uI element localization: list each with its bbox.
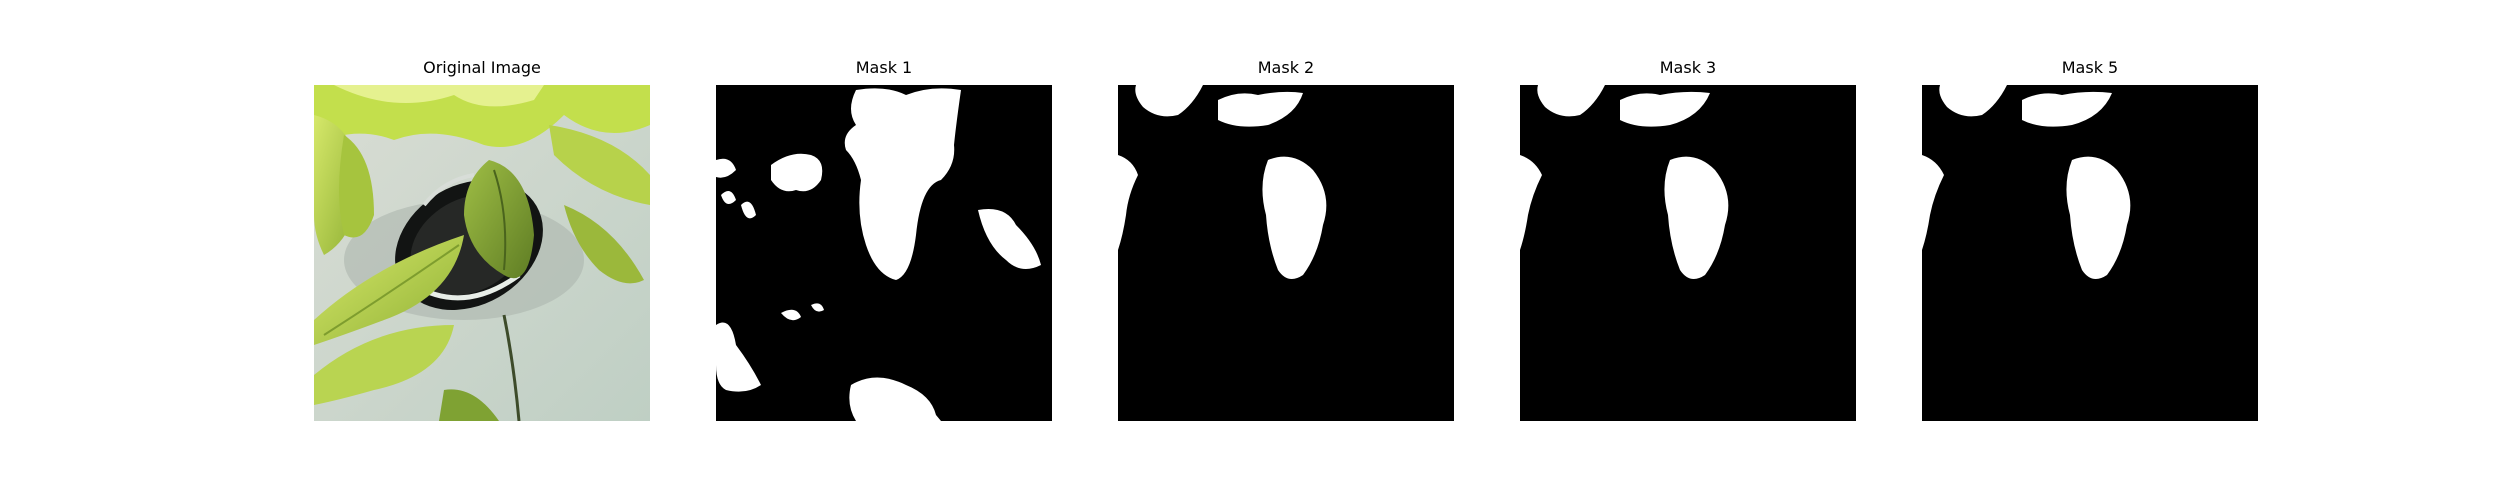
mask-2-image — [1118, 85, 1454, 421]
mask-1-image — [716, 85, 1052, 421]
panel-title: Mask 1 — [716, 58, 1052, 78]
original-image — [314, 85, 650, 421]
mask-3-image — [1520, 85, 1856, 421]
panel-title: Original Image — [314, 58, 650, 78]
panel-title: Mask 3 — [1520, 58, 1856, 78]
mask-5-image — [1922, 85, 2258, 421]
panel-title: Mask 5 — [1922, 58, 2258, 78]
panel-title: Mask 2 — [1118, 58, 1454, 78]
